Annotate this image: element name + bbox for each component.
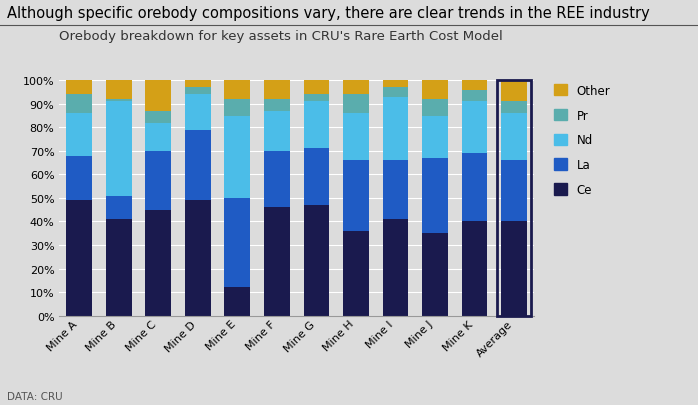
Bar <box>422 100 448 116</box>
Bar <box>66 81 92 95</box>
Bar <box>106 102 131 196</box>
Bar <box>498 81 531 316</box>
Bar <box>225 198 250 288</box>
Bar <box>225 116 250 198</box>
Bar <box>264 100 290 111</box>
Bar <box>225 81 250 100</box>
Bar <box>304 205 329 316</box>
Bar <box>66 95 92 114</box>
Bar <box>383 220 408 316</box>
Bar <box>225 288 250 316</box>
Bar <box>383 98 408 161</box>
Bar <box>304 81 329 95</box>
Bar <box>383 88 408 98</box>
Bar <box>264 111 290 151</box>
Bar <box>462 222 487 316</box>
Bar <box>343 95 369 114</box>
Bar <box>501 102 527 114</box>
Bar <box>185 88 211 95</box>
Bar <box>383 81 408 88</box>
Text: Although specific orebody compositions vary, there are clear trends in the REE i: Although specific orebody compositions v… <box>7 6 650 21</box>
Bar <box>343 161 369 231</box>
Bar <box>501 114 527 161</box>
Bar <box>106 81 131 100</box>
Bar <box>66 156 92 201</box>
Bar <box>422 158 448 234</box>
Bar <box>66 114 92 156</box>
Bar <box>145 210 171 316</box>
Text: Orebody breakdown for key assets in CRU's Rare Earth Cost Model: Orebody breakdown for key assets in CRU'… <box>59 30 503 43</box>
Bar <box>422 234 448 316</box>
Bar <box>145 123 171 151</box>
Bar <box>145 81 171 111</box>
Bar <box>501 161 527 222</box>
Bar <box>185 201 211 316</box>
Bar <box>185 95 211 130</box>
Bar <box>343 114 369 161</box>
Bar <box>225 100 250 116</box>
Bar <box>185 81 211 88</box>
Bar <box>462 81 487 90</box>
Bar <box>264 151 290 208</box>
Text: DATA: CRU: DATA: CRU <box>7 391 63 401</box>
Bar <box>422 116 448 158</box>
Bar <box>66 201 92 316</box>
Bar <box>264 208 290 316</box>
Bar <box>462 102 487 154</box>
Bar <box>304 102 329 149</box>
Bar <box>304 95 329 102</box>
Bar <box>343 231 369 316</box>
Bar <box>304 149 329 205</box>
Bar <box>264 81 290 100</box>
Bar <box>106 220 131 316</box>
Bar <box>462 154 487 222</box>
Bar <box>383 161 408 220</box>
Bar <box>145 111 171 123</box>
Bar <box>501 81 527 102</box>
Bar <box>185 130 211 201</box>
Bar <box>106 100 131 102</box>
Bar <box>145 151 171 210</box>
Bar <box>106 196 131 220</box>
Bar <box>422 81 448 100</box>
Legend: Other, Pr, Nd, La, Ce: Other, Pr, Nd, La, Ce <box>554 85 610 196</box>
Bar <box>501 222 527 316</box>
Bar <box>343 81 369 95</box>
Bar <box>462 90 487 102</box>
